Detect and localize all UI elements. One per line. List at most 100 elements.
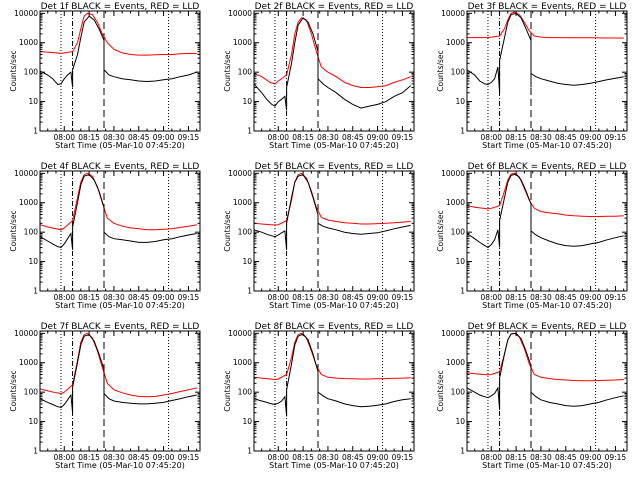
x-axis-label: Start Time (05-Mar-10 07:45:20)	[269, 141, 399, 150]
panel-frame	[466, 10, 628, 132]
panel-data	[40, 172, 197, 250]
series-line-events	[467, 332, 624, 410]
panel-title: Det 1f BLACK = Events, RED = LLD	[41, 2, 200, 12]
series-line-events	[467, 12, 624, 93]
series-line-events	[40, 174, 197, 250]
x-axis-label: Start Time (05-Mar-10 07:45:20)	[55, 301, 185, 310]
x-tick-label: 09:15	[178, 453, 200, 462]
x-tick-label: 08:00	[267, 133, 289, 142]
y-tick-label: 100	[24, 228, 39, 237]
series-line-lld	[467, 172, 624, 217]
x-tick-label: 09:00	[580, 133, 602, 142]
x-tick-label: 09:00	[580, 453, 602, 462]
series-line-lld	[467, 332, 624, 382]
y-tick-label: 1000	[19, 198, 38, 207]
series-line-events	[467, 173, 624, 249]
panel-7: Det 7f BLACK = Events, RED = LLD 1 10 100 10…	[9, 322, 201, 470]
x-tick-label: 08:00	[480, 453, 502, 462]
panel-frame	[39, 10, 201, 132]
x-tick-label: 09:00	[580, 293, 602, 302]
panel-data	[467, 11, 624, 93]
y-tick-label: 100	[238, 68, 253, 77]
y-tick-label: 10000	[228, 9, 252, 18]
x-tick-label: 08:30	[317, 293, 339, 302]
y-tick-label: 10000	[441, 169, 465, 178]
y-tick-label: 1	[33, 447, 38, 456]
x-tick-label: 08:30	[103, 133, 125, 142]
y-axis-label: Counts/sec	[436, 50, 445, 91]
x-tick-label: 08:45	[128, 293, 150, 302]
x-axis-label: Start Time (05-Mar-10 07:45:20)	[269, 301, 399, 310]
y-axis-label: Counts/sec	[223, 210, 232, 251]
y-tick-label: 10000	[441, 329, 465, 338]
x-axis-label: Start Time (05-Mar-10 07:45:20)	[55, 461, 185, 470]
panel-title: Det 4f BLACK = Events, RED = LLD	[41, 162, 200, 172]
x-tick-label: 09:15	[178, 133, 200, 142]
x-tick-label: 08:15	[78, 133, 100, 142]
x-tick-label: 08:45	[555, 453, 577, 462]
y-tick-label: 10	[455, 417, 465, 426]
y-tick-label: 10000	[14, 9, 38, 18]
y-tick-label: 1000	[446, 198, 465, 207]
panel-title: Det 5f BLACK = Events, RED = LLD	[255, 162, 414, 172]
y-tick-label: 100	[24, 68, 39, 77]
panel-frame	[466, 330, 628, 452]
panel-3: Det 3f BLACK = Events, RED = LLD 1 10 100 10…	[436, 2, 628, 150]
x-tick-label: 08:00	[480, 133, 502, 142]
x-tick-label: 08:30	[317, 453, 339, 462]
x-tick-label: 08:45	[342, 453, 364, 462]
x-axis-label: Start Time (05-Mar-10 07:45:20)	[55, 141, 185, 150]
y-tick-label: 10000	[441, 9, 465, 18]
series-line-lld	[40, 12, 197, 56]
x-tick-label: 08:15	[505, 453, 527, 462]
panel-8: Det 8f BLACK = Events, RED = LLD 1 10 100 10…	[223, 322, 415, 470]
x-tick-label: 09:15	[392, 133, 414, 142]
y-tick-label: 1	[247, 127, 252, 136]
y-axis-label: Counts/sec	[436, 210, 445, 251]
x-tick-label: 09:15	[392, 453, 414, 462]
y-tick-label: 1000	[446, 38, 465, 47]
y-tick-label: 1	[460, 127, 465, 136]
series-line-lld	[467, 11, 624, 39]
y-axis-label: Counts/sec	[223, 370, 232, 411]
x-tick-label: 08:15	[292, 293, 314, 302]
y-tick-label: 100	[238, 388, 253, 397]
panel-data	[467, 332, 624, 410]
y-tick-label: 1	[247, 287, 252, 296]
y-tick-label: 100	[451, 68, 466, 77]
x-tick-label: 08:15	[505, 293, 527, 302]
x-tick-label: 08:45	[555, 293, 577, 302]
x-tick-label: 08:00	[53, 453, 75, 462]
panel-2: Det 2f BLACK = Events, RED = LLD 1 10 100 10…	[223, 2, 415, 150]
y-tick-label: 100	[451, 228, 466, 237]
x-tick-label: 08:15	[292, 133, 314, 142]
panel-frame	[253, 10, 415, 132]
x-tick-label: 09:00	[153, 453, 175, 462]
x-tick-label: 08:15	[505, 133, 527, 142]
y-tick-label: 10	[242, 257, 252, 266]
x-tick-label: 08:30	[103, 293, 125, 302]
panel-data	[254, 172, 411, 250]
panel-frame	[466, 170, 628, 292]
y-tick-label: 10	[28, 257, 38, 266]
y-axis-label: Counts/sec	[9, 370, 18, 411]
panel-data	[467, 172, 624, 249]
x-tick-label: 08:45	[342, 133, 364, 142]
y-tick-label: 1	[33, 127, 38, 136]
panel-data	[40, 12, 197, 88]
x-tick-label: 08:30	[530, 453, 552, 462]
panel-frame	[253, 170, 415, 292]
panel-title: Det 3f BLACK = Events, RED = LLD	[468, 2, 627, 12]
series-line-lld	[254, 17, 411, 88]
x-tick-label: 08:30	[530, 133, 552, 142]
x-tick-label: 09:15	[178, 293, 200, 302]
x-axis-label: Start Time (05-Mar-10 07:45:20)	[482, 461, 612, 470]
panel-frame	[39, 170, 201, 292]
y-tick-label: 1000	[233, 358, 252, 367]
x-tick-label: 09:15	[392, 293, 414, 302]
series-line-lld	[254, 172, 411, 226]
panel-data	[40, 332, 197, 413]
panel-title: Det 2f BLACK = Events, RED = LLD	[255, 2, 414, 12]
x-tick-label: 09:00	[367, 133, 389, 142]
